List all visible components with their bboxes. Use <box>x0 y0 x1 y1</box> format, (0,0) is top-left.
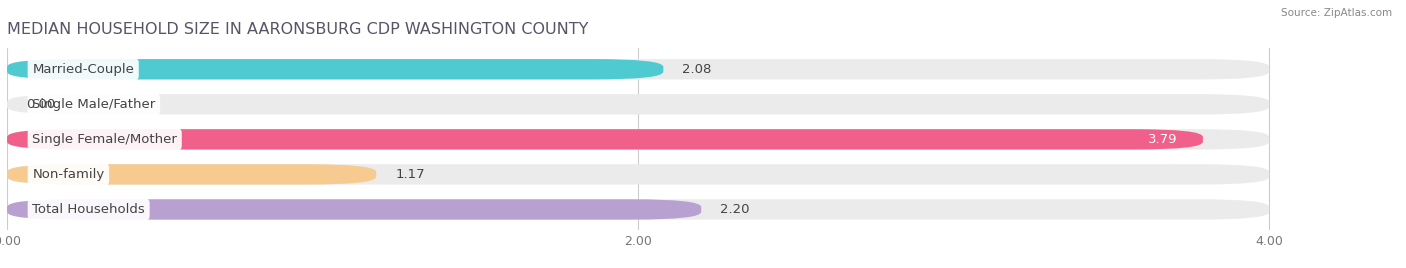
FancyBboxPatch shape <box>7 164 1270 185</box>
FancyBboxPatch shape <box>7 199 702 219</box>
FancyBboxPatch shape <box>7 199 1270 219</box>
Text: 2.08: 2.08 <box>682 63 711 76</box>
Text: 1.17: 1.17 <box>395 168 425 181</box>
FancyBboxPatch shape <box>7 164 377 185</box>
Text: Total Households: Total Households <box>32 203 145 216</box>
Text: Source: ZipAtlas.com: Source: ZipAtlas.com <box>1281 8 1392 18</box>
FancyBboxPatch shape <box>7 59 664 79</box>
Text: MEDIAN HOUSEHOLD SIZE IN AARONSBURG CDP WASHINGTON COUNTY: MEDIAN HOUSEHOLD SIZE IN AARONSBURG CDP … <box>7 22 588 37</box>
FancyBboxPatch shape <box>7 94 1270 114</box>
FancyBboxPatch shape <box>7 59 1270 79</box>
Text: Single Female/Mother: Single Female/Mother <box>32 133 177 146</box>
Text: Married-Couple: Married-Couple <box>32 63 134 76</box>
FancyBboxPatch shape <box>7 129 1270 150</box>
Text: 0.00: 0.00 <box>25 98 55 111</box>
Text: 2.20: 2.20 <box>720 203 749 216</box>
Text: Non-family: Non-family <box>32 168 104 181</box>
Text: Single Male/Father: Single Male/Father <box>32 98 156 111</box>
FancyBboxPatch shape <box>7 129 1204 150</box>
Text: 3.79: 3.79 <box>1149 133 1178 146</box>
